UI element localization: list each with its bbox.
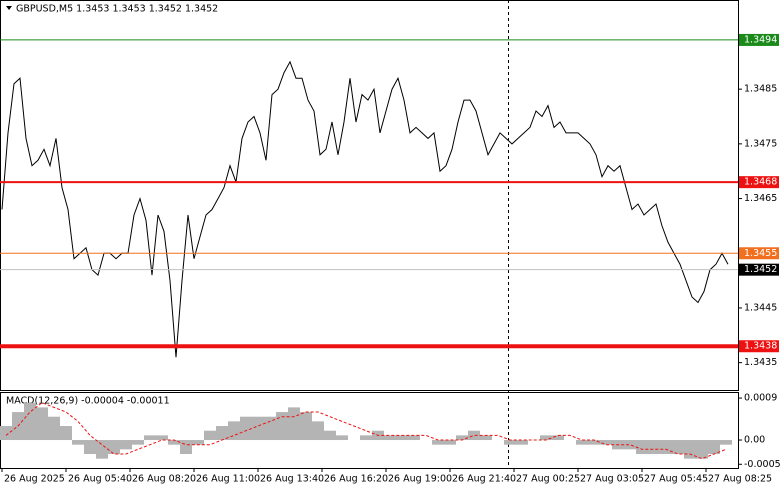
macd-bar [216, 426, 228, 441]
macd-bar [276, 412, 288, 441]
level-label-box [739, 263, 779, 276]
macd-bar [288, 407, 300, 441]
chart-title: GBPUSD,M5 1.3453 1.3453 1.3452 1.3452 [16, 4, 218, 15]
macd-bar [336, 435, 348, 441]
macd-bar [264, 416, 276, 441]
y-tick-label: 0.00 [744, 435, 765, 446]
x-tick-label: 26 Aug 08:20 [132, 474, 196, 485]
macd-title: MACD(12,26,9) -0.00004 -0.00011 [6, 396, 170, 407]
x-tick-label: 26 Aug 2025 [4, 474, 65, 485]
macd-bar [468, 430, 480, 441]
macd-bar [456, 435, 468, 441]
macd-bar [540, 435, 552, 441]
level-label: 1.3455 [744, 248, 777, 259]
macd-bar [696, 440, 708, 459]
macd-bar [324, 430, 336, 441]
level-label-box [739, 33, 779, 46]
x-tick-label: 26 Aug 13:40 [260, 474, 324, 485]
macd-bar [720, 440, 732, 445]
macd-bar [588, 440, 600, 445]
macd-bar [360, 435, 372, 441]
x-tick-label: 26 Aug 11:00 [196, 474, 260, 485]
macd-bar [132, 440, 144, 445]
macd-bar [48, 416, 60, 441]
level-label: 1.3468 [744, 177, 777, 188]
macd-bar [396, 435, 408, 441]
macd-bar [624, 440, 636, 450]
level-label-box [739, 176, 779, 189]
macd-bar [576, 440, 588, 445]
level-label: 1.3438 [744, 341, 777, 352]
macd-bar [168, 440, 180, 445]
macd-bar [204, 430, 216, 441]
level-label: 1.3452 [744, 264, 777, 275]
macd-bar [300, 412, 312, 441]
main-panel [0, 0, 739, 391]
macd-bar [240, 416, 252, 441]
macd-bar [312, 421, 324, 441]
macd-bar [600, 440, 612, 445]
macd-bar [84, 440, 96, 455]
y-tick-label: 0.0009 [744, 393, 777, 404]
macd-bar [552, 435, 564, 441]
menu-arrow [6, 6, 12, 10]
macd-bar [708, 440, 720, 455]
macd-bar [408, 435, 420, 441]
macd-bar [96, 440, 108, 459]
macd-bar [156, 435, 168, 441]
macd-bar [516, 440, 528, 445]
macd-bar [120, 440, 132, 450]
macd-bar [660, 440, 672, 455]
y-tick-label: -0.00052 [744, 459, 781, 470]
x-tick-label: 26 Aug 16:20 [324, 474, 388, 485]
macd-bar [108, 440, 120, 455]
y-tick-label: 1.3435 [744, 357, 777, 368]
x-tick-label: 26 Aug 19:00 [388, 474, 452, 485]
y-tick-label: 1.3445 [744, 302, 777, 313]
x-tick-label: 27 Aug 00:25 [516, 474, 580, 485]
macd-bar [432, 440, 444, 445]
macd-bar [36, 407, 48, 441]
macd-bar [672, 440, 684, 455]
y-tick-label: 1.3465 [744, 193, 777, 204]
y-tick-label: 1.3485 [744, 84, 777, 95]
macd-bar [384, 435, 396, 441]
macd-bar [480, 435, 492, 441]
macd-bar [0, 426, 12, 441]
macd-bar [636, 440, 648, 455]
macd-bar [252, 416, 264, 441]
x-tick-label: 26 Aug 21:40 [452, 474, 516, 485]
x-tick-label: 26 Aug 05:40 [68, 474, 132, 485]
x-tick-label: 27 Aug 08:25 [708, 474, 772, 485]
macd-bar [648, 440, 660, 455]
macd-bar [24, 402, 36, 441]
level-label-box [739, 247, 779, 260]
macd-bar [504, 440, 516, 445]
macd-bar [228, 421, 240, 441]
macd-bar [192, 440, 204, 445]
macd-bar [144, 435, 156, 441]
y-tick-label: 1.3475 [744, 138, 777, 149]
signal-line [5, 402, 727, 460]
macd-bar [60, 426, 72, 441]
x-tick-label: 27 Aug 05:45 [644, 474, 708, 485]
macd-bar [72, 440, 84, 445]
x-tick-label: 27 Aug 03:05 [580, 474, 644, 485]
level-label: 1.3494 [744, 34, 777, 45]
macd-bar [180, 440, 192, 455]
level-label-box [739, 340, 779, 353]
macd-bar [444, 440, 456, 445]
